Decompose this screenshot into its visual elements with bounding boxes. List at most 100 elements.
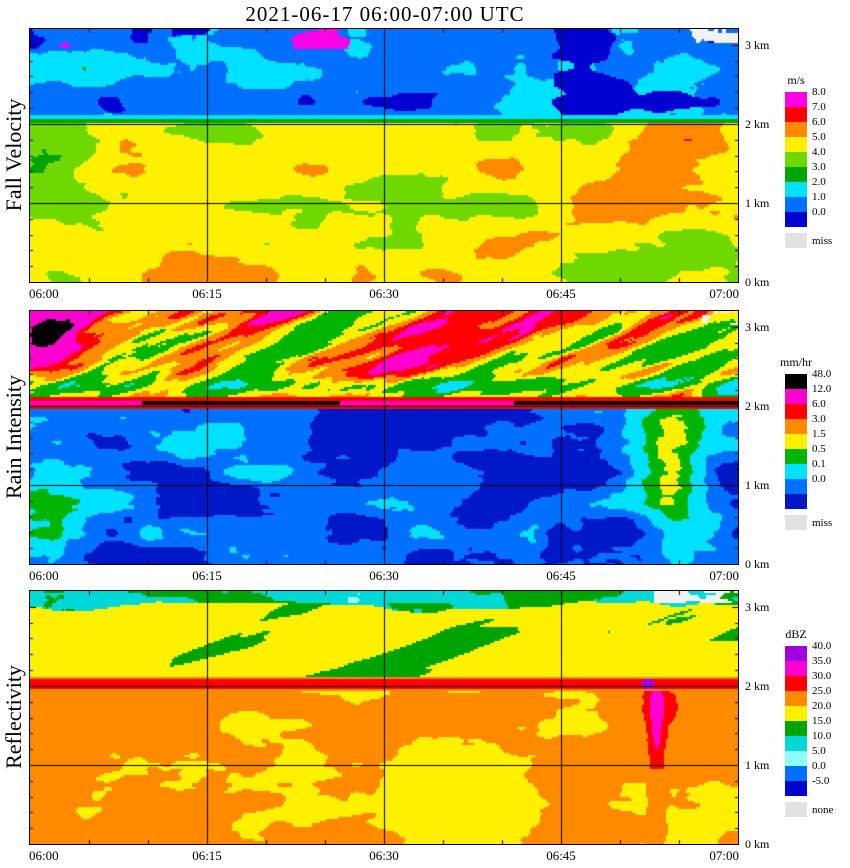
colorbar-block: 40.0 — [785, 640, 831, 661]
colorbar-tick-label: 40.0 — [812, 640, 832, 652]
colorbar-missing-block: miss — [785, 515, 832, 530]
colorbar-block: 20.0 — [785, 700, 831, 721]
height-tick-label: 2 km — [745, 398, 770, 413]
colorbar-tick-label: 20.0 — [812, 700, 832, 712]
colorbar-unit-label: m/s — [787, 73, 805, 87]
colorbar-tick-label: 5.0 — [812, 745, 826, 757]
colorbar-tick-label: 0.0 — [812, 206, 826, 218]
time-axis-labels: 06:00 06:15 06:30 06:45 07:00 — [29, 286, 739, 302]
colorbar-block — [785, 494, 807, 509]
colorbar-tick-label: 15.0 — [812, 715, 832, 727]
colorbar-blocks: 8.0 7.0 6.0 5.0 4.0 3.0 2.0 1.0 0.0 miss — [785, 86, 832, 248]
colorbar-tick-label: 2.0 — [812, 176, 826, 188]
height-tick-label: 0 km — [745, 557, 770, 571]
colorbar-block: 6.0 — [785, 116, 826, 137]
time-tick-label: 06:30 — [369, 286, 399, 301]
colorbar-block: 1.5 — [785, 428, 826, 449]
panel-reflectivity: Reflectivity 3 km 2 km 1 km 0 km 06:00 06:15… — [0, 590, 850, 868]
colorbar-blocks: 48.0 12.0 6.0 3.0 1.5 0.5 0.1 0.0 miss — [785, 368, 832, 530]
height-tick-label: 2 km — [745, 116, 770, 131]
reflectivity-axis-title: Reflectivity — [1, 665, 26, 769]
time-axis-labels: 06:00 06:15 06:30 06:45 07:00 — [29, 568, 739, 584]
time-tick-label: 06:15 — [192, 848, 222, 863]
panel-rain-intensity: Rain Intensity 3 km 2 km 1 km 0 km 06:00 06:… — [0, 310, 850, 610]
colorbar-tick-label: 5.0 — [812, 131, 826, 143]
colorbar-block: 0.0 — [785, 760, 826, 781]
time-tick-label: 06:45 — [546, 848, 576, 863]
colorbar-block: 48.0 — [785, 368, 831, 389]
colorbar-block: 12.0 — [785, 383, 831, 404]
height-tick-label: 2 km — [745, 678, 770, 693]
panel-fall-velocity: Fall Velocity 3 km 2 km 1 km 0 km 06:00 06:1… — [0, 28, 850, 328]
colorbar-block: 8.0 — [785, 86, 826, 107]
colorbar-missing-block: miss — [785, 233, 832, 248]
fall-velocity-plot-area: 3 km 2 km 1 km 0 km 06:00 06:15 06:30 06:45 07:… — [29, 28, 769, 304]
height-tick-label: 3 km — [745, 319, 770, 334]
colorbar-block: 7.0 — [785, 101, 826, 122]
reflectivity-colorbar: dBZ 40.0 35.0 30.0 25.0 20.0 15.0 10.0 5.0 0.0 -5… — [785, 627, 833, 817]
height-tick-label: 3 km — [745, 599, 770, 614]
time-tick-label: 06:00 — [29, 568, 59, 583]
colorbar-tick-label: 8.0 — [812, 86, 826, 98]
colorbar-block: 30.0 — [785, 670, 831, 691]
colorbar-missing-label: none — [812, 803, 834, 816]
colorbar-tick-label: 6.0 — [812, 398, 826, 410]
time-tick-label: 06:30 — [369, 848, 399, 863]
time-tick-label: 07:00 — [709, 286, 739, 301]
fall-velocity-axis-title: Fall Velocity — [1, 98, 26, 212]
colorbar-block: 0.5 — [785, 443, 826, 464]
colorbar-tick-label: 4.0 — [812, 146, 826, 158]
colorbar-tick-label: 25.0 — [812, 685, 832, 697]
colorbar-block: 3.0 — [785, 161, 826, 182]
colorbar-blocks: 40.0 35.0 30.0 25.0 20.0 15.0 10.0 5.0 0.0 -5.0 no… — [785, 640, 833, 817]
time-tick-label: 06:00 — [29, 286, 59, 301]
time-tick-label: 07:00 — [709, 568, 739, 583]
colorbar-block: 35.0 — [785, 655, 831, 676]
reflectivity-heatmap — [29, 590, 739, 845]
colorbar-missing-block: none — [785, 802, 833, 817]
height-tick-label: 0 km — [745, 275, 770, 289]
colorbar-tick-label: 30.0 — [812, 670, 832, 682]
colorbar-block: 25.0 — [785, 685, 831, 706]
colorbar-tick-label: 1.0 — [812, 191, 826, 203]
page-title: 2021-06-17 06:00-07:00 UTC — [245, 2, 525, 26]
colorbar-tick-label: 0.1 — [812, 458, 826, 470]
colorbar-tick-label: 6.0 — [812, 116, 826, 128]
colorbar-tick-label: 0.0 — [812, 760, 826, 772]
rain-intensity-axis-title: Rain Intensity — [1, 374, 26, 500]
colorbar-tick-label: 48.0 — [812, 368, 832, 380]
reflectivity-plot-area: 3 km 2 km 1 km 0 km 06:00 06:15 06:30 06:45 07:… — [29, 590, 769, 866]
colorbar-block: 0.0 — [785, 473, 826, 494]
height-tick-label: 3 km — [745, 37, 770, 52]
time-tick-label: 06:45 — [546, 568, 576, 583]
time-axis-labels: 06:00 06:15 06:30 06:45 07:00 — [29, 848, 739, 864]
height-tick-label: 1 km — [745, 477, 770, 492]
colorbar-block: -5.0 — [785, 775, 829, 796]
colorbar-tick-label: 35.0 — [812, 655, 832, 667]
colorbar-tick-label: 10.0 — [812, 730, 832, 742]
colorbar-tick-label: 1.5 — [812, 428, 826, 440]
colorbar-missing-label: miss — [812, 234, 833, 247]
height-tick-label: 1 km — [745, 195, 770, 210]
colorbar-block: 5.0 — [785, 745, 826, 766]
colorbar-block: 15.0 — [785, 715, 831, 736]
colorbar-unit-label: dBZ — [785, 627, 807, 641]
colorbar-block: 6.0 — [785, 398, 826, 419]
time-tick-label: 06:30 — [369, 568, 399, 583]
time-tick-label: 06:00 — [29, 848, 59, 863]
colorbar-block: 3.0 — [785, 413, 826, 434]
colorbar-block: 0.1 — [785, 458, 826, 479]
time-tick-label: 06:45 — [546, 286, 576, 301]
rain-intensity-heatmap — [29, 310, 739, 565]
rain-intensity-plot-area: 3 km 2 km 1 km 0 km 06:00 06:15 06:30 06:45 07:… — [29, 310, 769, 586]
colorbar-tick-label: -5.0 — [812, 775, 830, 787]
fall-velocity-colorbar: m/s 8.0 7.0 6.0 5.0 4.0 3.0 2.0 1.0 0.0 miss — [785, 73, 832, 248]
colorbar-block: 4.0 — [785, 146, 826, 167]
colorbar-tick-label: 3.0 — [812, 413, 826, 425]
fall-velocity-heatmap — [29, 28, 739, 283]
rain-intensity-colorbar: mm/hr 48.0 12.0 6.0 3.0 1.5 0.5 0.1 0.0 miss — [780, 355, 832, 530]
colorbar-block: 0.0 — [785, 206, 826, 227]
colorbar-tick-label: 12.0 — [812, 383, 832, 395]
colorbar-block: 10.0 — [785, 730, 831, 751]
